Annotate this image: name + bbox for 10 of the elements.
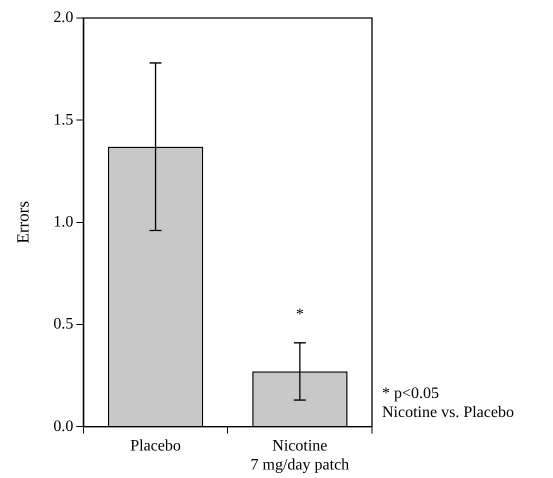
- annotation: *: [296, 306, 304, 324]
- y-tick-label: 2.0: [53, 9, 74, 26]
- y-tick-label: 1.0: [53, 214, 74, 231]
- y-tick-label: 0.0: [53, 418, 74, 435]
- x-tick-label: Nicotine 7 mg/day patch: [250, 437, 350, 474]
- y-tick-label: 0.5: [53, 316, 74, 333]
- x-tick-label: Placebo: [130, 437, 181, 454]
- text: * p<0.05 Nicotine vs. Placebo: [382, 384, 514, 422]
- y-axis-title: Errors: [14, 201, 33, 244]
- y-tick-label: 1.5: [53, 111, 74, 128]
